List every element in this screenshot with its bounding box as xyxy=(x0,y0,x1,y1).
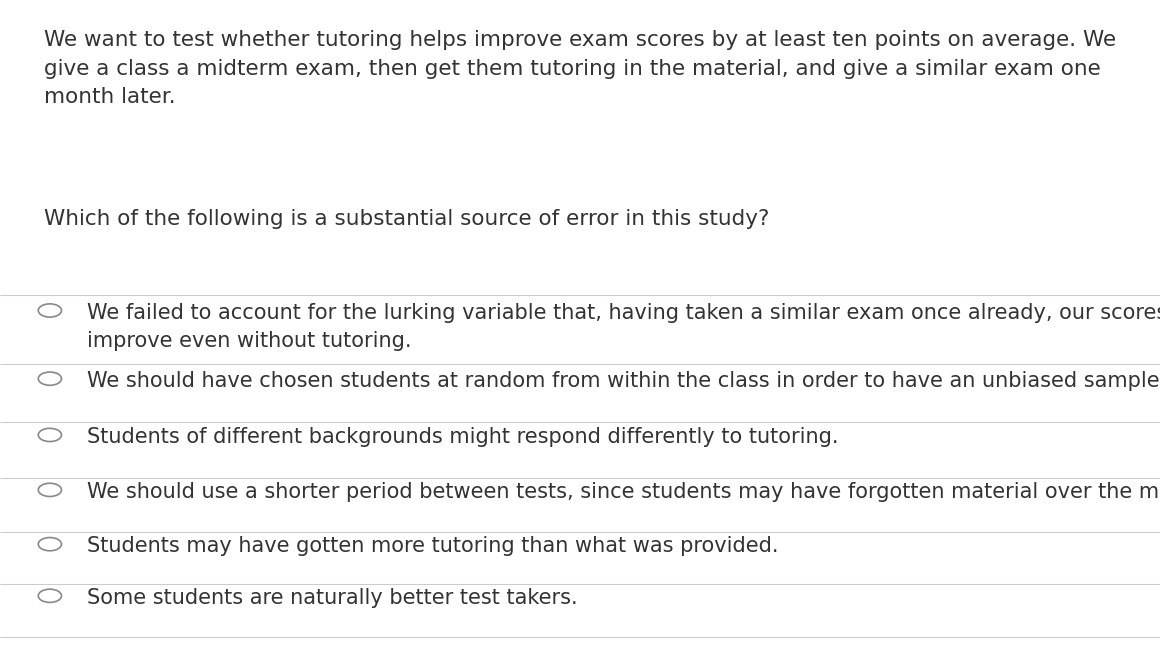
Text: Which of the following is a substantial source of error in this study?: Which of the following is a substantial … xyxy=(44,209,769,228)
Text: Some students are naturally better test takers.: Some students are naturally better test … xyxy=(87,588,578,608)
Text: We should have chosen students at random from within the class in order to have : We should have chosen students at random… xyxy=(87,371,1160,391)
Text: We should use a shorter period between tests, since students may have forgotten : We should use a shorter period between t… xyxy=(87,482,1160,502)
Text: Students may have gotten more tutoring than what was provided.: Students may have gotten more tutoring t… xyxy=(87,536,778,556)
Text: Students of different backgrounds might respond differently to tutoring.: Students of different backgrounds might … xyxy=(87,427,839,447)
Text: We failed to account for the lurking variable that, having taken a similar exam : We failed to account for the lurking var… xyxy=(87,303,1160,351)
Text: We want to test whether tutoring helps improve exam scores by at least ten point: We want to test whether tutoring helps i… xyxy=(44,30,1116,107)
